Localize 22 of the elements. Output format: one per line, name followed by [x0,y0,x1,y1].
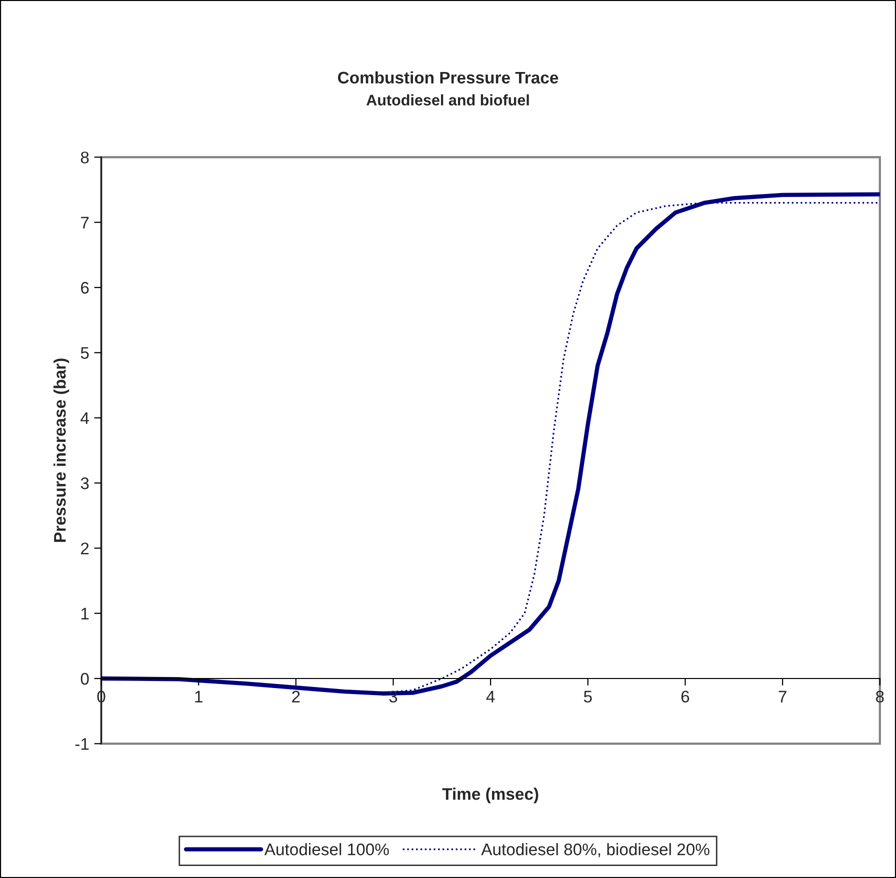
x-tick-label: 6 [681,690,690,703]
y-tick-label: 7 [81,216,89,228]
y-tick-label: 4 [80,412,89,424]
x-tick-label: 1 [195,690,202,702]
y-tick-label: 6 [81,282,89,294]
y-tick-label: 0 [80,672,89,685]
legend-label: Autodiesel 100% [264,843,389,856]
chart-title: Combustion Pressure Trace [338,71,558,84]
legend-label: Autodiesel 80%, biodiesel 20% [481,843,710,858]
y-axis-title: Pressure increase (bar) [54,358,70,542]
x-tick-label: 2 [292,690,300,702]
x-tick-label: 5 [584,690,592,703]
x-axis-title: Time (msec) [442,788,538,804]
y-tick-label: -1 [75,738,89,750]
chart-subtitle: Autodiesel and biofuel [366,94,529,106]
y-tick-label: 2 [81,542,89,554]
y-tick-label: 8 [80,152,89,164]
y-tick-label: 3 [80,477,89,490]
y-tick-label: 1 [81,608,89,620]
x-tick-label: 4 [486,690,495,702]
y-tick-label: 5 [80,347,89,359]
x-tick-label: 7 [778,690,786,702]
